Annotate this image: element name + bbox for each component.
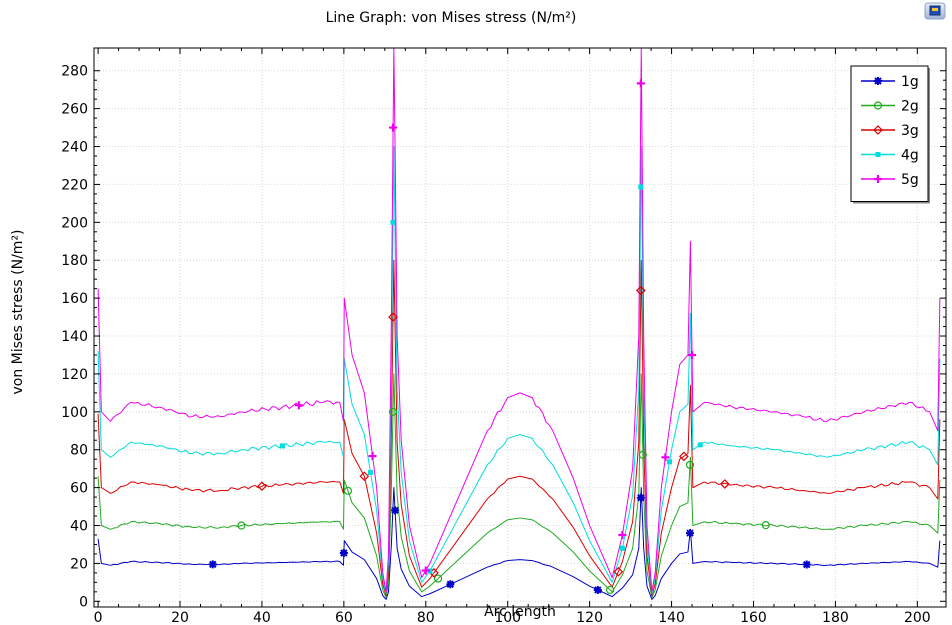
plot-title: Line Graph: von Mises stress (N/m²) xyxy=(325,10,577,26)
series-marker-2g xyxy=(433,574,443,583)
series-marker-4g xyxy=(427,568,433,574)
x-tick-label: 180 xyxy=(822,610,849,625)
y-tick-label: 200 xyxy=(61,215,88,231)
legend: 1g 2g 3g 4g 5g xyxy=(850,65,930,204)
x-tick-label: 140 xyxy=(658,610,685,625)
series-line-4g xyxy=(97,146,941,595)
series-marker-2g xyxy=(237,521,246,530)
series-marker-5g xyxy=(368,452,377,461)
legend-item-5g: 5g xyxy=(861,172,919,188)
series-marker-1g xyxy=(446,580,455,589)
series-marker-3g xyxy=(388,312,398,322)
series-lines xyxy=(97,47,941,600)
legend-marker xyxy=(874,175,882,183)
series-marker-5g xyxy=(661,453,670,462)
series-marker-5g xyxy=(389,123,398,132)
series-marker-2g xyxy=(685,460,695,469)
series-marker-4g xyxy=(619,545,625,551)
plot-background xyxy=(94,48,946,607)
series-marker-4g xyxy=(390,219,396,225)
series-markers xyxy=(208,79,811,595)
legend-item-1g: 1g xyxy=(861,74,919,90)
x-tick-label: 200 xyxy=(904,610,931,625)
legend-item-3g: 3g xyxy=(861,123,919,139)
x-tick-label: 40 xyxy=(253,610,271,625)
series-marker-5g xyxy=(421,566,430,575)
grid-lines xyxy=(94,48,946,607)
legend-label: 4g xyxy=(901,148,919,164)
series-marker-1g xyxy=(802,560,811,569)
x-tick-label: 80 xyxy=(417,610,435,625)
y-tick-label: 160 xyxy=(61,291,88,307)
legend-label: 1g xyxy=(901,74,919,90)
series-marker-3g xyxy=(257,481,267,492)
legend-item-2g: 2g xyxy=(861,99,919,115)
y-tick-label: 220 xyxy=(61,177,88,193)
series-marker-1g xyxy=(636,493,645,502)
legend-marker xyxy=(875,152,881,157)
y-tick-label: 60 xyxy=(70,481,88,497)
x-tick-label: 120 xyxy=(576,610,603,625)
y-tick-label: 140 xyxy=(61,329,88,345)
series-marker-3g xyxy=(613,566,624,577)
legend-marker xyxy=(874,77,882,85)
y-tick-label: 120 xyxy=(61,367,88,383)
series-marker-4g xyxy=(638,184,644,190)
series-marker-4g xyxy=(667,459,673,465)
axes: 0 20 40 60 80 100 120 140 160 180 200 0 20 40 60 80 100 1… xyxy=(61,48,946,625)
series-marker-5g xyxy=(294,401,303,410)
x-tick-label: 20 xyxy=(171,610,189,625)
x-tick-label: 160 xyxy=(740,610,767,625)
y-axis-label: von Mises stress (N/m²) xyxy=(10,229,26,394)
y-tick-label: 180 xyxy=(61,253,88,269)
legend-label: 3g xyxy=(901,123,919,139)
legend-marker xyxy=(873,125,883,135)
legend-label: 5g xyxy=(901,172,919,188)
series-marker-5g xyxy=(688,350,697,359)
series-marker-3g xyxy=(678,451,689,462)
y-tick-label: 0 xyxy=(79,594,88,610)
series-line-3g xyxy=(97,259,941,597)
series-marker-1g xyxy=(208,560,217,569)
legend-label: 2g xyxy=(901,99,919,115)
plot-frame xyxy=(93,47,947,608)
series-marker-1g xyxy=(339,548,348,557)
y-tick-label: 100 xyxy=(61,405,88,421)
series-marker-2g xyxy=(343,486,353,495)
y-tick-label: 260 xyxy=(61,102,88,118)
series-marker-2g xyxy=(761,521,770,530)
series-marker-2g xyxy=(606,585,615,595)
series-marker-1g xyxy=(391,506,400,515)
series-marker-2g xyxy=(388,407,398,416)
series-line-5g xyxy=(97,47,941,593)
x-tick-label: 0 xyxy=(94,610,103,625)
series-marker-3g xyxy=(359,471,370,482)
series-marker-3g xyxy=(635,285,646,296)
y-tick-label: 40 xyxy=(70,519,88,535)
series-marker-1g xyxy=(593,585,602,594)
series-marker-1g xyxy=(685,529,694,538)
series-marker-5g xyxy=(618,530,627,539)
series-marker-4g xyxy=(367,469,373,475)
legend-item-4g: 4g xyxy=(861,148,919,164)
x-axis-label: Arc length xyxy=(484,604,556,620)
series-marker-4g xyxy=(279,443,285,449)
series-marker-2g xyxy=(638,450,647,459)
series-line-2g xyxy=(97,373,941,599)
series-marker-5g xyxy=(636,79,645,88)
export-image-icon[interactable] xyxy=(924,2,946,20)
y-tick-label: 240 xyxy=(61,140,88,156)
series-marker-4g xyxy=(697,442,703,448)
y-tick-label: 80 xyxy=(70,443,88,459)
series-marker-3g xyxy=(719,479,730,489)
x-tick-label: 100 xyxy=(494,610,521,625)
legend-marker xyxy=(873,101,883,110)
y-tick-label: 20 xyxy=(70,556,88,572)
x-tick-label: 60 xyxy=(335,610,353,625)
y-tick-label: 280 xyxy=(61,64,88,80)
